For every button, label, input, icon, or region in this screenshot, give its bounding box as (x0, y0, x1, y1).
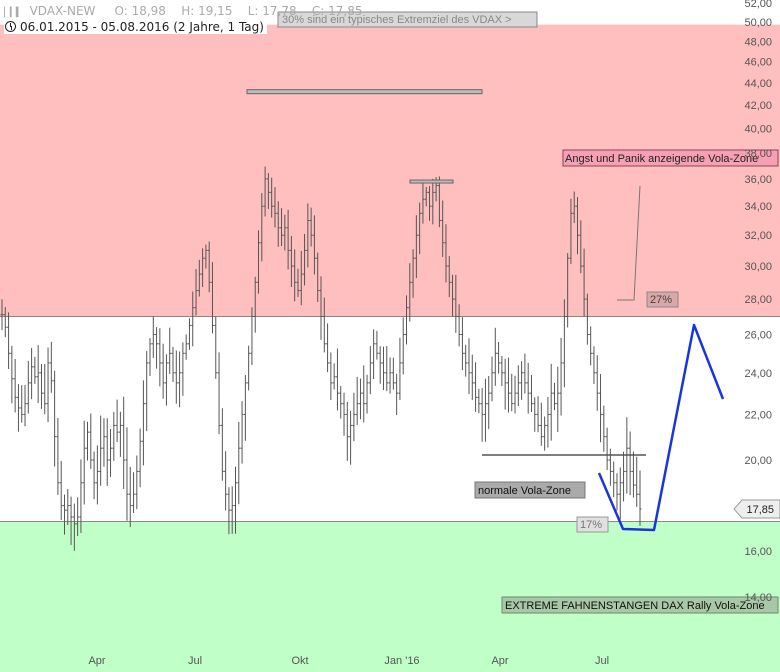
y-tick-label: 14,00 (744, 592, 772, 604)
y-tick-label: 50,00 (744, 17, 772, 29)
y-tick-label: 52,00 (744, 0, 772, 10)
drawn-overlays: 30% sind ein typisches Extremziel des VD… (246, 11, 779, 614)
ohlc-header: ▏▎▍ VDAX-NEW O: 18,98 H: 19,15 L: 17,78 … (4, 4, 362, 18)
last-price-label: 17,85 (746, 504, 774, 516)
level-358-bar (409, 179, 454, 184)
panic-label-box (562, 149, 779, 167)
y-tick-label: 22,00 (744, 409, 772, 421)
y-tick-label: 20,00 (744, 455, 772, 467)
x-tick-label: Jul (595, 655, 609, 667)
panic-zone-label: Angst und Panik anzeigende Vola-Zone (565, 153, 758, 165)
y-tick-label: 30,00 (744, 261, 772, 273)
x-tick-label: Apr (88, 655, 105, 667)
y-tick-label: 28,00 (744, 294, 772, 306)
level-27-label: 27% (650, 294, 672, 306)
extreme-zone-label: EXTREME FAHNENSTANGEN DAX Rally Vola-Zon… (505, 600, 765, 612)
y-tick-label: 34,00 (744, 201, 772, 213)
x-tick-label: Apr (491, 655, 508, 667)
instrument-name: VDAX-NEW (29, 4, 96, 18)
level-27-box (646, 291, 679, 308)
close-value: C: 17,85 (311, 4, 363, 18)
y-tick-label: 36,00 (744, 174, 772, 186)
open-value: O: 18,98 (114, 4, 166, 18)
last-price-badge (733, 499, 780, 519)
pointer-line (617, 185, 641, 301)
normal-label-box (474, 481, 586, 499)
top-note-label: 30% sind ein typisches Extremziel des VD… (282, 14, 512, 26)
y-tick-label: 32,00 (744, 230, 772, 242)
level-17-label: 17% (580, 519, 602, 531)
x-axis: Apr Jul Okt Jan '16 Apr Jul (88, 655, 609, 667)
y-tick-label: 24,00 (744, 368, 772, 380)
level-17-box (576, 516, 609, 533)
y-tick-label: 42,00 (744, 100, 772, 112)
projection-line (597, 323, 725, 532)
clock-icon (5, 21, 16, 32)
date-range-text: 06.01.2015 - 05.08.2016 (2 Jahre, 1 Tag) (20, 20, 264, 34)
level-43-bar (246, 89, 483, 95)
vola-zones (0, 24, 780, 672)
low-value: L: 17,78 (247, 4, 297, 18)
y-tick-label: 44,00 (744, 78, 772, 90)
top-note-box (277, 11, 538, 28)
zone-0 (0, 24, 780, 317)
y-tick-label: 48,00 (744, 36, 772, 48)
x-tick-label: Okt (291, 655, 308, 667)
high-value: H: 19,15 (181, 4, 233, 18)
price-bars (0, 166, 642, 551)
y-tick-label: 26,00 (744, 330, 772, 342)
y-tick-label: 38,00 (744, 148, 772, 160)
date-range: 06.01.2015 - 05.08.2016 (2 Jahre, 1 Tag) (4, 20, 267, 34)
x-tick-label: Jan '16 (384, 655, 419, 667)
y-tick-label: 16,00 (744, 546, 772, 558)
x-tick-label: Jul (188, 655, 202, 667)
extreme-label-box (501, 596, 779, 614)
y-tick-label: 40,00 (744, 123, 772, 135)
y-axis: 14,00 16,00 20,00 22,00 24,00 26,00 28,00 30,00… (733, 0, 780, 604)
y-tick-label: 46,00 (744, 57, 772, 69)
normal-zone-label: normale Vola-Zone (478, 485, 571, 497)
bar-chart-icon: ▏▎▍ (4, 8, 23, 18)
